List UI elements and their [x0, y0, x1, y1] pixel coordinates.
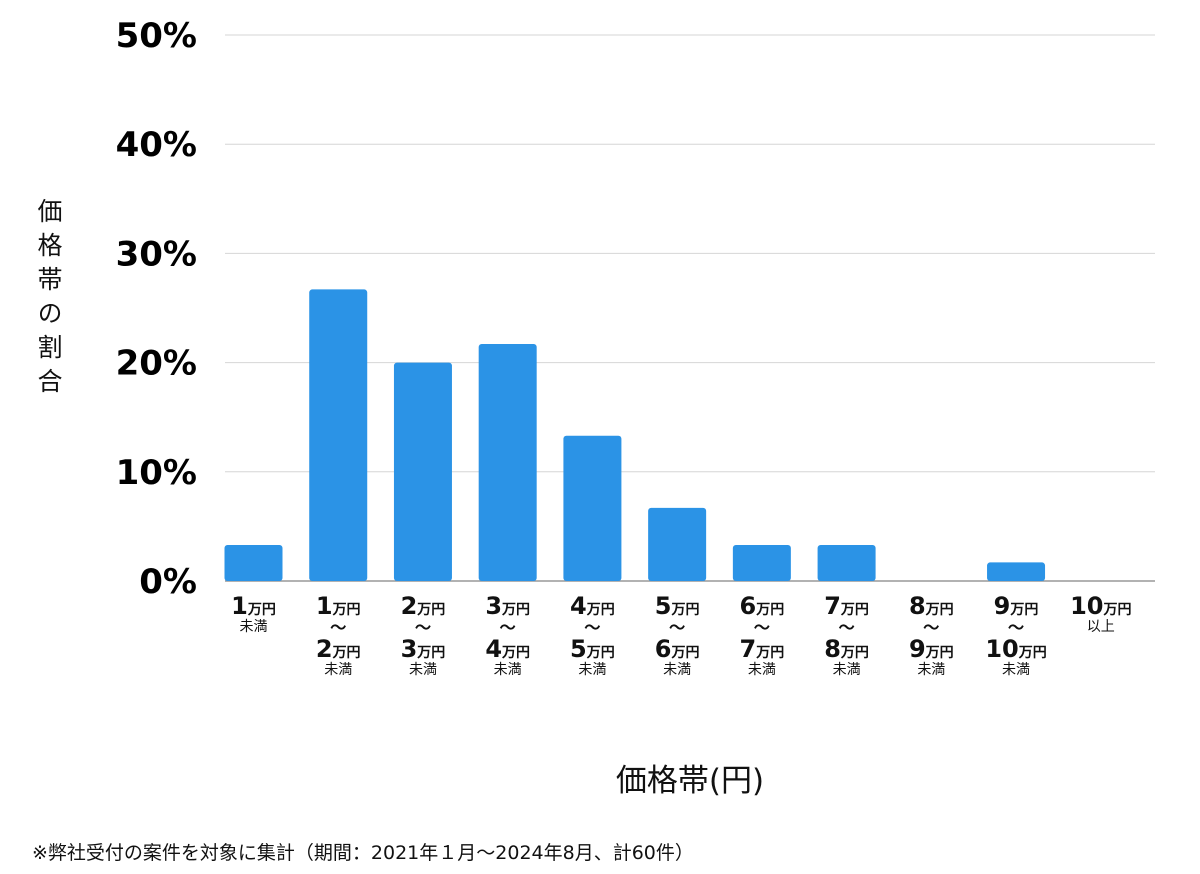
- y-tick-label: 0%: [139, 562, 197, 602]
- range-to: 4: [485, 635, 503, 663]
- range-marker: 〜: [923, 618, 940, 637]
- range-from: 5: [654, 592, 672, 620]
- range-to: 9: [908, 635, 926, 663]
- unit-label: 万円: [586, 602, 615, 618]
- x-tick-label: 3万円〜 4万円 未満: [466, 594, 550, 677]
- x-tick-label: 1万円 未満: [212, 594, 296, 634]
- unit-label: 万円: [332, 645, 361, 661]
- range-from: 1: [231, 592, 248, 620]
- bar: [563, 435, 622, 581]
- range-from: 7: [824, 592, 841, 620]
- range-to: 3: [400, 635, 418, 663]
- y-axis-title: 価格帯の割合: [34, 198, 63, 402]
- y-tick-label: 40%: [116, 125, 197, 165]
- range-marker: 〜: [584, 618, 601, 637]
- bar: [224, 544, 283, 581]
- x-tick-label: 2万円〜 3万円 未満: [381, 594, 465, 677]
- range-suffix: 未満: [578, 662, 607, 678]
- x-axis-title: 価格帯(円): [615, 763, 765, 799]
- y-tick-label: 30%: [116, 234, 197, 274]
- range-from: 8: [908, 592, 926, 620]
- range-suffix: 未満: [917, 662, 946, 678]
- range-suffix: 未満: [324, 662, 353, 678]
- unit-label: 万円: [756, 645, 785, 661]
- y-tick-label: 50%: [116, 16, 197, 56]
- bar: [732, 544, 791, 581]
- bar: [648, 507, 707, 581]
- bar: [817, 544, 876, 581]
- bar: [393, 362, 452, 581]
- range-suffix: 未満: [1002, 662, 1031, 678]
- x-tick-label: 8万円〜 9万円 未満: [889, 594, 973, 677]
- range-to: 7: [739, 635, 757, 663]
- unit-label: 万円: [247, 602, 276, 618]
- range-suffix: 未満: [493, 662, 522, 678]
- range-suffix: 未満: [832, 662, 861, 678]
- range-from: 10: [1070, 592, 1104, 620]
- range-from: 1: [315, 592, 333, 620]
- bar: [309, 289, 368, 581]
- range-from: 6: [739, 592, 757, 620]
- unit-label: 万円: [417, 645, 446, 661]
- unit-label: 万円: [756, 602, 785, 618]
- range-to: 10: [985, 635, 1019, 663]
- range-marker: 〜: [330, 618, 347, 637]
- unit-label: 万円: [671, 602, 700, 618]
- range-marker: 〜: [669, 618, 686, 637]
- range-to: 2: [315, 635, 333, 663]
- x-tick-label: 1万円〜 2万円 未満: [296, 594, 380, 677]
- unit-label: 万円: [925, 645, 954, 661]
- unit-label: 万円: [502, 645, 531, 661]
- range-suffix: 未満: [239, 619, 268, 635]
- footnote: ※弊社受付の案件を対象に集計（期間：2021年１月〜2024年8月、計60件）: [32, 842, 694, 864]
- bar: [987, 562, 1046, 581]
- range-suffix: 未満: [747, 662, 776, 678]
- range-marker: 〜: [838, 618, 855, 637]
- range-marker: 〜: [499, 618, 516, 637]
- unit-label: 万円: [1010, 602, 1039, 618]
- range-marker: 〜: [753, 618, 770, 637]
- unit-label: 万円: [1018, 645, 1047, 661]
- x-tick-label: 7万円〜 8万円 未満: [805, 594, 889, 677]
- x-tick-label: 9万円〜 10万円 未満: [974, 594, 1058, 677]
- x-tick-label: 6万円〜 7万円 未満: [720, 594, 804, 677]
- range-to: 8: [824, 635, 841, 663]
- x-tick-label: 10万円 以上: [1059, 594, 1143, 634]
- range-to: 5: [570, 635, 587, 663]
- range-suffix: 未満: [663, 662, 692, 678]
- range-from: 3: [485, 592, 503, 620]
- range-to: 6: [654, 635, 672, 663]
- range-from: 9: [993, 592, 1011, 620]
- y-tick-label: 20%: [116, 344, 197, 384]
- unit-label: 万円: [502, 602, 531, 618]
- range-marker: 〜: [414, 618, 431, 637]
- unit-label: 万円: [671, 645, 700, 661]
- unit-label: 万円: [332, 602, 361, 618]
- y-tick-label: 10%: [116, 453, 197, 493]
- range-suffix: 以上: [1086, 619, 1115, 635]
- unit-label: 万円: [586, 645, 615, 661]
- range-from: 4: [570, 592, 587, 620]
- unit-label: 万円: [840, 602, 869, 618]
- unit-label: 万円: [840, 645, 869, 661]
- bar: [478, 344, 537, 581]
- unit-label: 万円: [1103, 602, 1132, 618]
- unit-label: 万円: [925, 602, 954, 618]
- range-from: 2: [400, 592, 418, 620]
- unit-label: 万円: [417, 602, 446, 618]
- range-suffix: 未満: [408, 662, 437, 678]
- x-tick-label: 5万円〜 6万円 未満: [635, 594, 719, 677]
- x-tick-label: 4万円〜 5万円 未満: [550, 594, 634, 677]
- range-marker: 〜: [1008, 618, 1025, 637]
